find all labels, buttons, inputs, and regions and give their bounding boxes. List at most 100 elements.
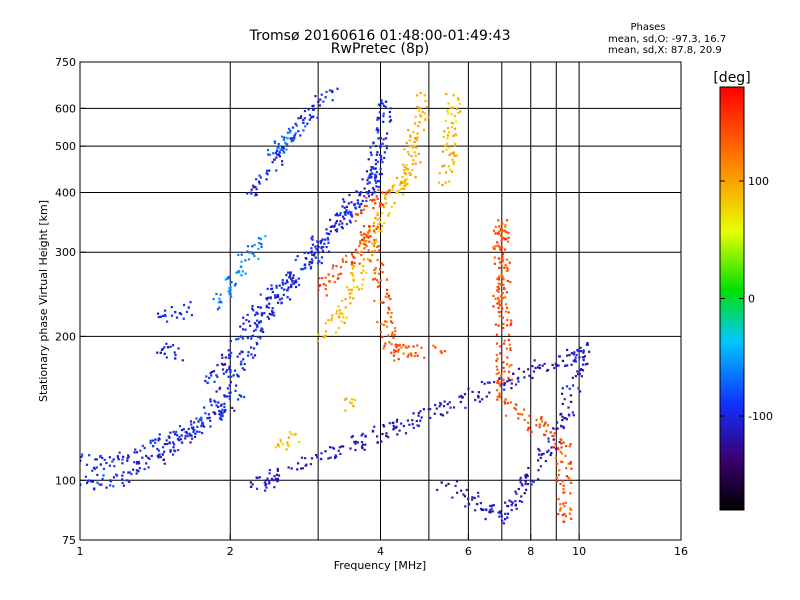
data-point — [454, 120, 458, 123]
data-point — [291, 137, 294, 140]
data-point — [502, 322, 505, 326]
data-point — [374, 267, 377, 270]
data-point — [206, 381, 209, 385]
data-point — [241, 337, 245, 340]
data-point — [217, 405, 220, 409]
data-point — [452, 151, 456, 154]
data-point — [412, 426, 415, 429]
data-point — [309, 463, 313, 466]
data-point — [490, 507, 493, 510]
data-point — [94, 458, 97, 461]
data-point — [382, 115, 385, 118]
data-point — [172, 443, 176, 446]
data-point — [411, 144, 414, 147]
data-point — [372, 244, 376, 248]
data-point — [493, 247, 496, 250]
data-point — [318, 285, 321, 288]
data-point — [407, 128, 410, 132]
data-point — [259, 337, 262, 340]
data-point — [450, 121, 453, 125]
data-point — [517, 380, 520, 383]
data-point — [367, 234, 370, 237]
data-point — [278, 150, 281, 154]
data-point — [450, 170, 454, 173]
data-point — [495, 359, 498, 362]
data-point — [435, 407, 438, 410]
data-point — [210, 404, 213, 407]
data-point — [374, 162, 377, 166]
data-point — [275, 286, 278, 289]
data-point — [251, 304, 254, 308]
data-point — [266, 298, 269, 301]
data-point — [449, 406, 452, 409]
data-point — [273, 314, 276, 317]
data-point — [117, 458, 120, 461]
data-point — [121, 478, 124, 481]
data-point — [254, 328, 257, 331]
data-point — [552, 438, 555, 441]
data-point — [243, 362, 246, 366]
data-point — [244, 259, 247, 262]
data-point — [376, 435, 379, 438]
data-point — [562, 416, 566, 420]
data-point — [273, 294, 277, 297]
data-point — [329, 230, 332, 233]
data-point — [515, 507, 518, 510]
data-point — [377, 227, 380, 230]
data-point — [363, 232, 366, 236]
data-point — [566, 354, 569, 357]
data-point — [189, 301, 192, 304]
data-point — [414, 145, 417, 148]
data-point — [331, 267, 334, 270]
data-point — [294, 280, 297, 283]
data-point — [371, 430, 375, 433]
data-point — [212, 370, 216, 373]
data-point — [272, 152, 275, 155]
data-point — [193, 435, 197, 439]
data-point — [451, 158, 454, 161]
data-point — [322, 336, 325, 339]
data-point — [275, 156, 278, 159]
data-point — [377, 128, 380, 132]
data-point — [342, 198, 345, 201]
data-point — [184, 437, 187, 440]
data-point — [382, 323, 386, 327]
data-point — [568, 414, 571, 417]
data-point — [376, 151, 379, 154]
data-point — [381, 271, 384, 274]
data-point — [570, 400, 573, 404]
data-point — [568, 387, 571, 390]
data-point — [132, 468, 135, 471]
data-point — [416, 94, 419, 97]
data-point — [367, 249, 370, 252]
data-point — [525, 488, 528, 491]
data-point — [335, 312, 338, 315]
data-point — [239, 363, 243, 366]
data-point — [419, 91, 422, 95]
data-point — [220, 418, 223, 421]
data-point — [264, 484, 267, 487]
data-point — [419, 410, 422, 413]
data-point — [374, 179, 377, 182]
data-point — [193, 421, 196, 424]
data-point — [304, 256, 307, 260]
data-point — [568, 477, 571, 480]
data-point — [254, 185, 257, 189]
data-point — [503, 286, 506, 290]
data-point — [95, 466, 98, 469]
data-point — [446, 142, 449, 145]
data-point — [265, 483, 268, 486]
data-point — [505, 306, 509, 309]
data-point — [207, 413, 210, 416]
data-point — [276, 295, 280, 298]
data-point — [377, 103, 381, 106]
data-point — [221, 408, 224, 411]
data-point — [446, 411, 449, 414]
data-point — [459, 110, 462, 113]
data-point — [334, 331, 338, 334]
data-point — [377, 223, 380, 226]
data-point — [393, 333, 396, 336]
data-point — [356, 251, 360, 254]
data-point — [477, 491, 480, 494]
data-point — [196, 430, 199, 433]
